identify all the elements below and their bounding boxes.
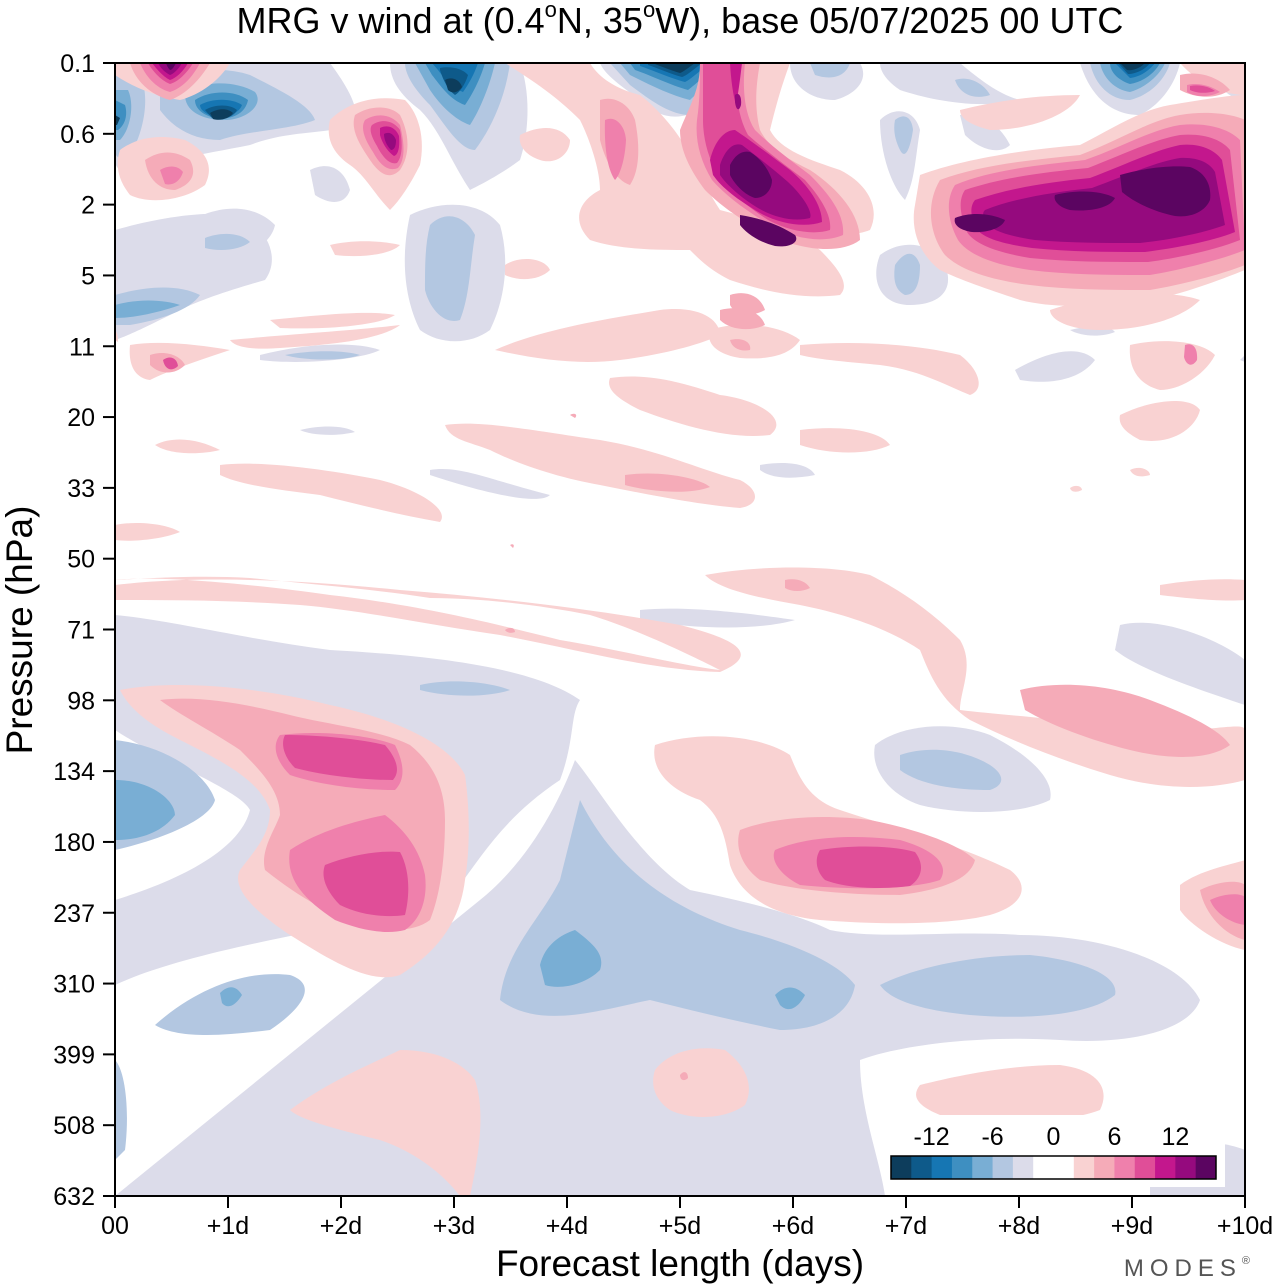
colorbar-swatch [931,1156,953,1179]
x-tick-label: +1d [207,1212,249,1240]
colorbar-swatch [1094,1156,1115,1179]
colorbar-swatch [1073,1156,1095,1179]
colorbar-swatch [891,1156,912,1179]
contour-neg-12-upper [205,63,1150,119]
y-tick-label: 0.1 [60,50,95,78]
x-tick-label: +5d [659,1212,701,1240]
colorbar-frame [890,1155,1217,1180]
colorbar-labels: -12 -6 0 6 12 [914,1123,1190,1151]
y-tick-label: 310 [53,971,95,999]
x-tick-label: +3d [433,1212,475,1240]
x-tick-label: +4d [546,1212,588,1240]
contour-pos-8 [163,357,922,917]
x-axis: 00 +1d +2d +3d +4d +5d +6d +7d +8d +9d +10d [101,1196,1273,1240]
y-tick-label: 50 [67,546,95,574]
colorbar-swatch [1012,1156,1034,1179]
contour-neg-4-lower [115,740,1116,1160]
y-tick-label: 2 [81,192,95,220]
x-tick-label: +6d [772,1212,814,1240]
y-tick-label: 0.6 [60,121,95,149]
contour-pos-8-upper [148,63,1240,262]
y-tick-label: 98 [67,687,95,715]
modes-logo: MODES® [1124,1255,1250,1282]
x-tick-label: +10d [1217,1212,1273,1240]
colorbar-swatch [1175,1156,1197,1179]
y-tick-label: 33 [67,475,95,503]
chart-title: MRG v wind at (0.4oN, 35oW), base 05/07/… [237,0,1124,41]
colorbar-swatch [1155,1156,1176,1179]
y-tick-label: 11 [69,333,95,361]
x-tick-label: 00 [101,1212,129,1240]
colorbar-swatch [911,1156,933,1179]
colorbar-swatch [972,1156,994,1179]
contour-neg-6-upper [115,63,1165,318]
colorbar-swatch [992,1156,1014,1179]
y-tick-label: 237 [53,900,95,928]
colorbar-label: 12 [1161,1123,1189,1151]
contour-neg-2-stratosphere [260,326,1245,705]
colorbar-swatch [1195,1156,1217,1179]
contour-pos-12-upper [158,63,1225,243]
y-tick-label: 71 [67,617,95,645]
colorbar-label: -6 [981,1123,1003,1151]
y-axis: 0.1 0.6 2 5 11 20 33 50 71 98 134 180 237 310 399 508 63… [53,50,115,1211]
contour-neg-4-upper [115,63,1170,325]
colorbar-swatch [1114,1156,1136,1179]
contour-pos-4-upper [130,63,1245,315]
y-tick-label: 399 [53,1041,95,1069]
y-tick-label: 508 [53,1112,95,1140]
x-tick-label: +8d [998,1212,1040,1240]
contour-neg-6-mid [900,749,1002,790]
colorbar-swatch [1134,1156,1156,1179]
x-tick-label: +7d [885,1212,927,1240]
y-tick-label: 632 [53,1183,95,1211]
positive-contours [115,63,1245,1196]
y-axis-label: Pressure (hPa) [0,506,40,755]
x-tick-label: +2d [320,1212,362,1240]
colorbar-label: -12 [914,1123,950,1151]
contour-neg-16-upper [115,63,1145,125]
colorbar-legend: -12 -6 0 6 12 [885,1115,1225,1187]
y-tick-label: 5 [81,262,95,290]
plot-area [115,63,1245,1196]
x-axis-label: Forecast length (days) [496,1243,864,1284]
colorbar-label: 0 [1047,1123,1061,1151]
registered-mark: ® [1242,1255,1250,1267]
x-tick-label: +9d [1111,1212,1153,1240]
colorbar-swatch [1033,1156,1054,1179]
y-tick-label: 180 [53,829,95,857]
colorbar-swatch [1053,1156,1075,1179]
colorbar-swatch [951,1156,973,1179]
contour-pos-2 [115,241,1245,1196]
y-tick-label: 20 [67,404,95,432]
colorbar-swatches [891,1156,1217,1179]
colorbar-label: 6 [1107,1123,1121,1151]
y-tick-label: 134 [53,758,95,786]
